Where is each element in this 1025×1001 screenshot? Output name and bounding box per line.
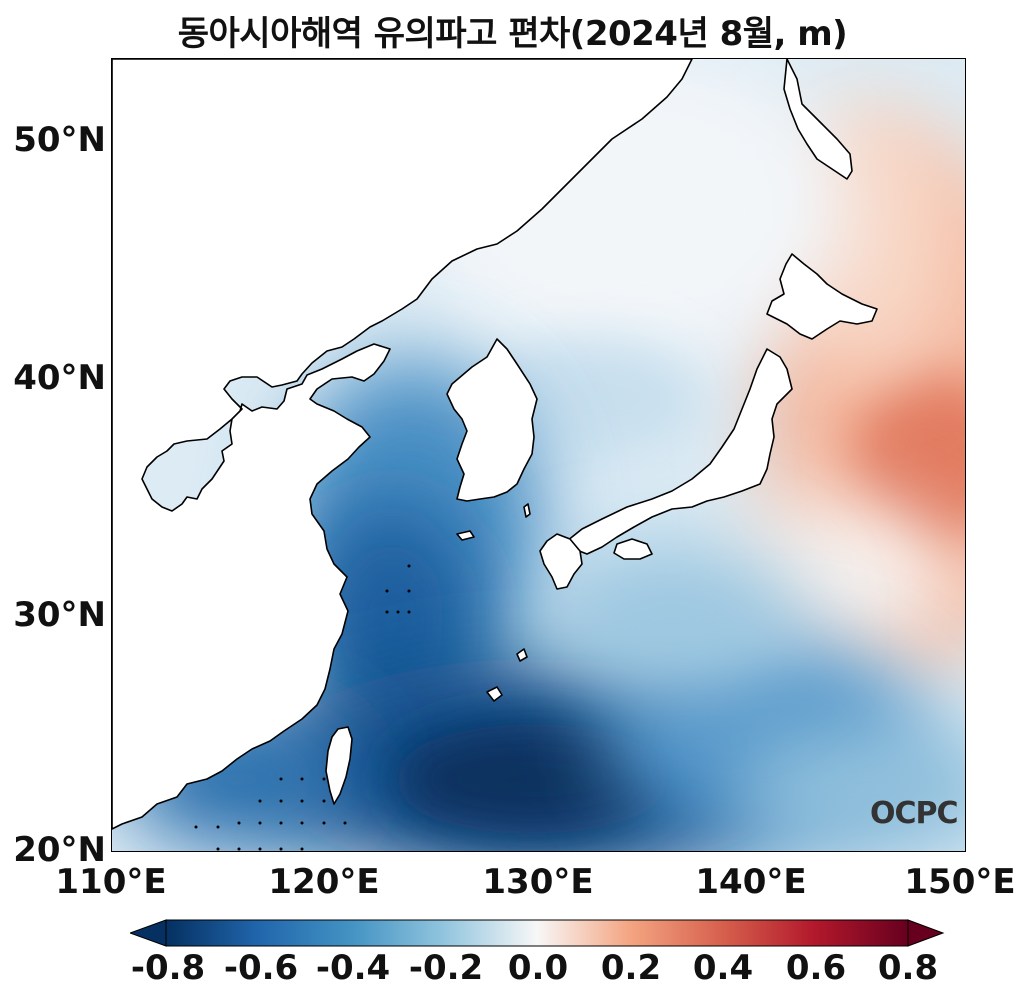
colorbar-tick: -0.6 bbox=[223, 948, 299, 988]
lon-label-130e: 130°E bbox=[482, 862, 594, 902]
korea-peninsula bbox=[446, 338, 538, 502]
significance-dots bbox=[194, 564, 411, 851]
honshu bbox=[566, 348, 793, 555]
hokkaido bbox=[766, 253, 878, 340]
ocpc-logo: OCPC bbox=[870, 796, 959, 831]
lon-label-120e: 120°E bbox=[268, 862, 380, 902]
colorbar-tick: 0.0 bbox=[507, 948, 569, 988]
colorbar-tick: 0.2 bbox=[600, 948, 662, 988]
colorbar-tick: -0.4 bbox=[315, 948, 391, 988]
ryukyu-amami bbox=[516, 648, 528, 662]
colorbar-tick: 0.4 bbox=[692, 948, 754, 988]
sakhalin bbox=[783, 59, 853, 180]
jeju bbox=[456, 530, 475, 541]
land bbox=[112, 59, 878, 830]
lat-label-30n: 30°N bbox=[13, 595, 106, 635]
lon-label-110e: 110°E bbox=[55, 862, 167, 902]
lat-label-20n: 20°N bbox=[13, 830, 106, 870]
lat-label-40n: 40°N bbox=[13, 358, 106, 398]
map-panel bbox=[111, 58, 966, 852]
lat-label-50n: 50°N bbox=[13, 120, 106, 160]
colorbar-tick: 0.6 bbox=[785, 948, 847, 988]
tsushima bbox=[523, 503, 531, 518]
taiwan bbox=[325, 726, 353, 805]
colorbar-tick: -0.8 bbox=[130, 948, 206, 988]
lon-label-140e: 140°E bbox=[695, 862, 807, 902]
lon-label-150e: 150°E bbox=[904, 862, 1016, 902]
anomaly-map bbox=[112, 59, 965, 851]
colorbar-tick: 0.8 bbox=[877, 948, 939, 988]
kyushu bbox=[539, 533, 583, 590]
mainland-china-coast bbox=[112, 59, 693, 830]
colorbar bbox=[130, 919, 945, 947]
map-title: 동아시아해역 유의파고 편차(2024년 8월, m) bbox=[177, 14, 848, 54]
ryukyu-okinawa bbox=[486, 686, 503, 702]
colorbar-tick: -0.2 bbox=[408, 948, 484, 988]
shikoku bbox=[613, 538, 653, 560]
